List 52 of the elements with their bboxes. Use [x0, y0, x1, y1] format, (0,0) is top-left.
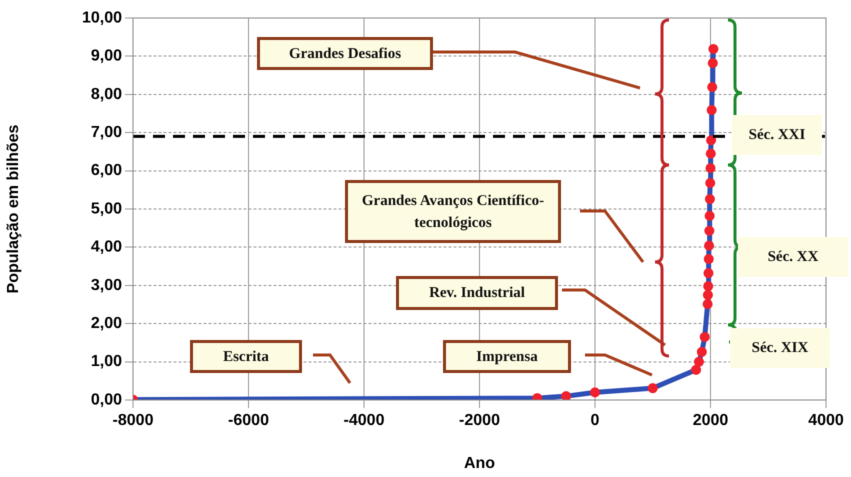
- annotation: Séc. XIX: [752, 339, 808, 358]
- point: [708, 44, 718, 54]
- annotation: Grandes Desafios: [288, 44, 402, 64]
- point: [702, 290, 713, 300]
- y-tick-label: 10,00: [82, 9, 122, 26]
- x-tick-label: -6000: [228, 412, 270, 430]
- point: [703, 268, 714, 278]
- y-tick-label: 6,00: [90, 162, 122, 180]
- y-tick-label: 7,00: [90, 124, 122, 142]
- x-axis-title: Ano: [464, 454, 496, 472]
- y-tick-label: 5,00: [90, 200, 122, 218]
- annotation: Rev. Industrial: [429, 284, 525, 303]
- x-tick-label: -2000: [459, 412, 500, 430]
- x-tick-label: 0: [590, 412, 600, 430]
- point: [704, 194, 715, 204]
- point: [707, 82, 718, 92]
- point: [704, 210, 715, 221]
- point: [648, 383, 658, 394]
- y-tick-label: 2,00: [90, 315, 122, 332]
- point: [704, 240, 714, 251]
- annotation: Grandes Avanços Científico-tecnológicos: [360, 192, 546, 232]
- x-tick-label: 2000: [692, 412, 728, 430]
- x-tick-label: -8000: [112, 412, 154, 430]
- annotation: Escrita: [223, 348, 269, 366]
- point: [700, 332, 710, 342]
- y-tick-label: 3,00: [90, 276, 122, 294]
- y-tick-label: 4,00: [90, 238, 122, 256]
- y-tick-label: 0,00: [90, 391, 122, 408]
- y-axis-title: População em bilhões: [5, 124, 22, 294]
- point: [704, 226, 714, 236]
- annotation: Séc. XXI: [748, 126, 806, 145]
- point: [694, 356, 704, 367]
- x-tick-label: 4000: [808, 412, 844, 430]
- point: [705, 178, 716, 188]
- point: [691, 364, 702, 375]
- point: [706, 148, 716, 159]
- y-tick-label: 8,00: [90, 86, 122, 103]
- point: [706, 135, 716, 146]
- point: [704, 254, 714, 264]
- point: [708, 58, 718, 68]
- y-tick-label: 9,00: [90, 48, 122, 65]
- point: [590, 387, 600, 398]
- point: [561, 391, 572, 400]
- x-tick-label: -4000: [344, 412, 385, 430]
- annotation: Imprensa: [476, 348, 538, 366]
- point: [703, 281, 714, 292]
- point: [702, 299, 713, 310]
- point: [706, 163, 716, 174]
- point: [696, 346, 707, 357]
- annotation: Séc. XX: [768, 248, 818, 267]
- y-tick-label: 1,00: [90, 353, 122, 370]
- point: [706, 105, 717, 116]
